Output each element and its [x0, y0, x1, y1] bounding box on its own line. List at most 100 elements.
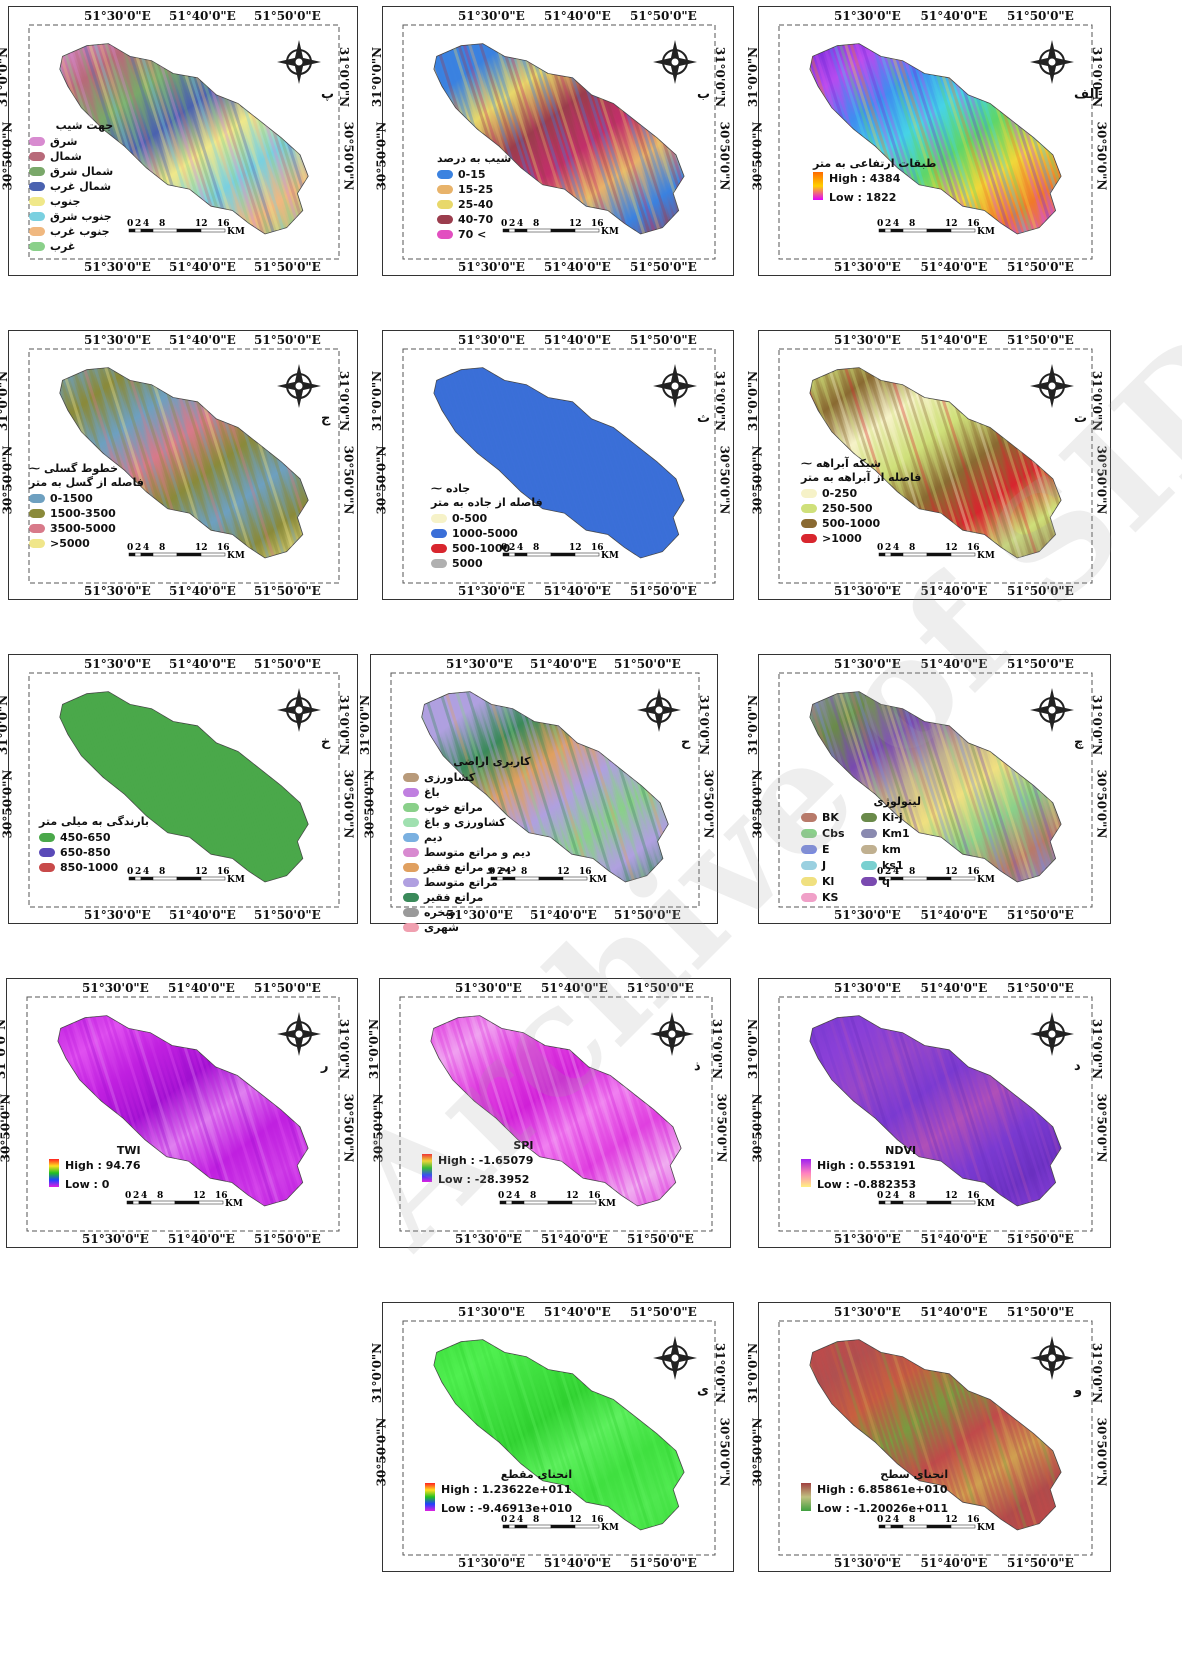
longitude-label-bottom: 51°30'0"E	[834, 1232, 901, 1246]
scale-tick-label: 2	[135, 867, 141, 877]
panel-letter: ب	[697, 87, 711, 102]
scale-tick-label: 16	[967, 1191, 980, 1201]
watershed-area	[59, 43, 309, 235]
legend-item-label: 500-1000	[452, 542, 511, 555]
north-arrow-icon	[1030, 1012, 1074, 1056]
legend-swatch	[403, 818, 419, 827]
legend: کاربری اراضی کشاورزی باغ مراتع خوب کشاورزی و…	[403, 755, 531, 935]
legend-item-label: شمال	[50, 150, 82, 163]
longitude-label-bottom: 51°40'0"E	[541, 1232, 608, 1246]
legend-item-label: 0-500	[452, 512, 488, 525]
latitude-label-right: 30°50'0"N	[341, 121, 356, 191]
scale-tick-label: 16	[217, 219, 230, 229]
map-panel-lithology: 0 2 4 8 12 16 KM 51°30'0"E 51°30'0"E 51°40'0"E 51°…	[746, 654, 1111, 924]
map-panel-elevation: 0 2 4 8 12 16 KM 51°30'0"E 51°30'0"E 51°40'0"E 51°…	[746, 6, 1111, 276]
longitude-label-top: 51°50'0"E	[630, 1305, 697, 1319]
longitude-label-top: 51°40'0"E	[169, 333, 236, 347]
scale-tick-label: 4	[143, 867, 149, 877]
scale-unit-label: KM	[227, 551, 245, 561]
legend: ⁓ خطوط گسلی فاصله از گسل به متر 0-1500 1500-…	[29, 461, 144, 551]
scale-tick-label: 8	[533, 543, 539, 553]
scale-tick-label: 4	[514, 1191, 520, 1201]
legend-swatch	[801, 845, 817, 854]
legend-item: 650-850	[39, 845, 149, 860]
legend-item: 0-1500	[29, 491, 144, 506]
legend-swatch	[403, 773, 419, 782]
legend-swatch	[29, 524, 45, 533]
scale-tick-label: 2	[885, 1515, 891, 1525]
legend-swatch	[431, 559, 447, 568]
longitude-label-top: 51°50'0"E	[1007, 657, 1074, 671]
scale-unit-label: KM	[589, 875, 607, 885]
latitude-label-right: 31°0'0"N	[337, 1018, 352, 1080]
map-panel-profile_curvature: 0 2 4 8 12 16 KM 51°30'0"E 51°30'0"E 51°40'0"E 51°…	[370, 1302, 734, 1572]
scale-tick-label: 12	[569, 219, 582, 229]
scale-tick-label: 0	[501, 1515, 507, 1525]
scale-tick-label: 0	[877, 1515, 883, 1525]
legend-swatch	[437, 170, 453, 179]
watershed-area	[433, 43, 685, 235]
scale-tick-label: 0	[489, 867, 495, 877]
longitude-label-bottom: 51°30'0"E	[82, 1232, 149, 1246]
legend-item: J	[801, 858, 861, 873]
panel-letter: چ	[1074, 735, 1084, 750]
latitude-label-right: 30°50'0"N	[714, 1093, 729, 1163]
legend: بارندگی به میلی متر 450-650 650-850 850-100…	[39, 815, 149, 875]
legend-item-label: 3500-5000	[50, 522, 116, 535]
longitude-label-bottom: 51°50'0"E	[630, 260, 697, 274]
latitude-label-left: 30°50'0"N	[750, 445, 765, 515]
color-ramp	[425, 1483, 435, 1511]
scale-tick-label: 16	[217, 543, 230, 553]
scale-tick-label: 0	[127, 219, 133, 229]
legend-swatch	[801, 504, 817, 513]
legend-item-label: 0-15	[458, 168, 486, 181]
scale-tick-label: 0	[127, 867, 133, 877]
legend-item: E	[801, 842, 861, 857]
legend-swatch	[801, 534, 817, 543]
panel-letter: ذ	[694, 1059, 701, 1074]
legend-item: 0-500	[431, 511, 543, 526]
scale-tick-label: 0	[501, 543, 507, 553]
legend-line-symbol: ⁓	[801, 457, 812, 470]
north-arrow-icon	[277, 688, 321, 732]
legend-swatch	[29, 152, 45, 161]
longitude-label-bottom: 51°50'0"E	[614, 908, 681, 922]
legend-item: دیم و مراتع متوسط	[403, 845, 531, 860]
scale-tick-label: 0	[498, 1191, 504, 1201]
legend-item: دیم	[403, 830, 531, 845]
legend-item: 850-1000	[39, 860, 149, 875]
legend-swatch	[403, 908, 419, 917]
scale-tick-label: 8	[530, 1191, 536, 1201]
longitude-label-bottom: 51°50'0"E	[630, 584, 697, 598]
scale-tick-label: 12	[566, 1191, 579, 1201]
legend-swatch	[29, 212, 45, 221]
legend-item: شهری	[403, 920, 531, 935]
scale-tick-label: 12	[569, 543, 582, 553]
longitude-label-bottom: 51°30'0"E	[455, 1232, 522, 1246]
latitude-label-right: 30°50'0"N	[1094, 121, 1109, 191]
scale-tick-label: 16	[967, 867, 980, 877]
scale-tick-label: 8	[909, 867, 915, 877]
panel-letter: ی	[697, 1383, 709, 1398]
legend-gradient: High : 4384 Low : 1822	[813, 172, 936, 204]
scale-tick-label: 16	[967, 1515, 980, 1525]
legend-line-row: ⁓ خطوط گسلی	[29, 461, 144, 476]
map-panel-aspect: 0 2 4 8 12 16 KM 51°30'0"E 51°30'0"E 51°40'0"E 51°…	[0, 6, 358, 276]
legend-item: 40-70	[437, 212, 511, 227]
legend-gradient: High : -1.65079 Low : -28.3952	[422, 1154, 533, 1186]
legend-item: >1000	[801, 531, 921, 546]
legend-line-row: ⁓ شبکه آبراهه	[801, 456, 921, 471]
legend-item: 0-250	[801, 486, 921, 501]
color-ramp	[422, 1154, 432, 1182]
legend-item: غرب	[29, 239, 113, 254]
legend: جهت شیب شرق شمال شمال شرق شمال غرب جنوب جنوب ش…	[29, 119, 113, 254]
